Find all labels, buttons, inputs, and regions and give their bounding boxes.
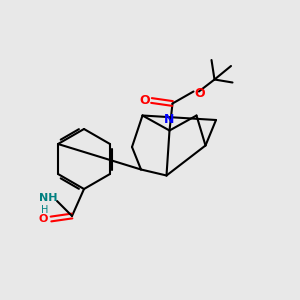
Text: NH: NH — [39, 193, 57, 203]
Text: O: O — [195, 86, 206, 100]
Text: H: H — [41, 205, 49, 215]
Text: O: O — [140, 94, 150, 107]
Text: O: O — [39, 214, 48, 224]
Text: N: N — [164, 113, 175, 126]
